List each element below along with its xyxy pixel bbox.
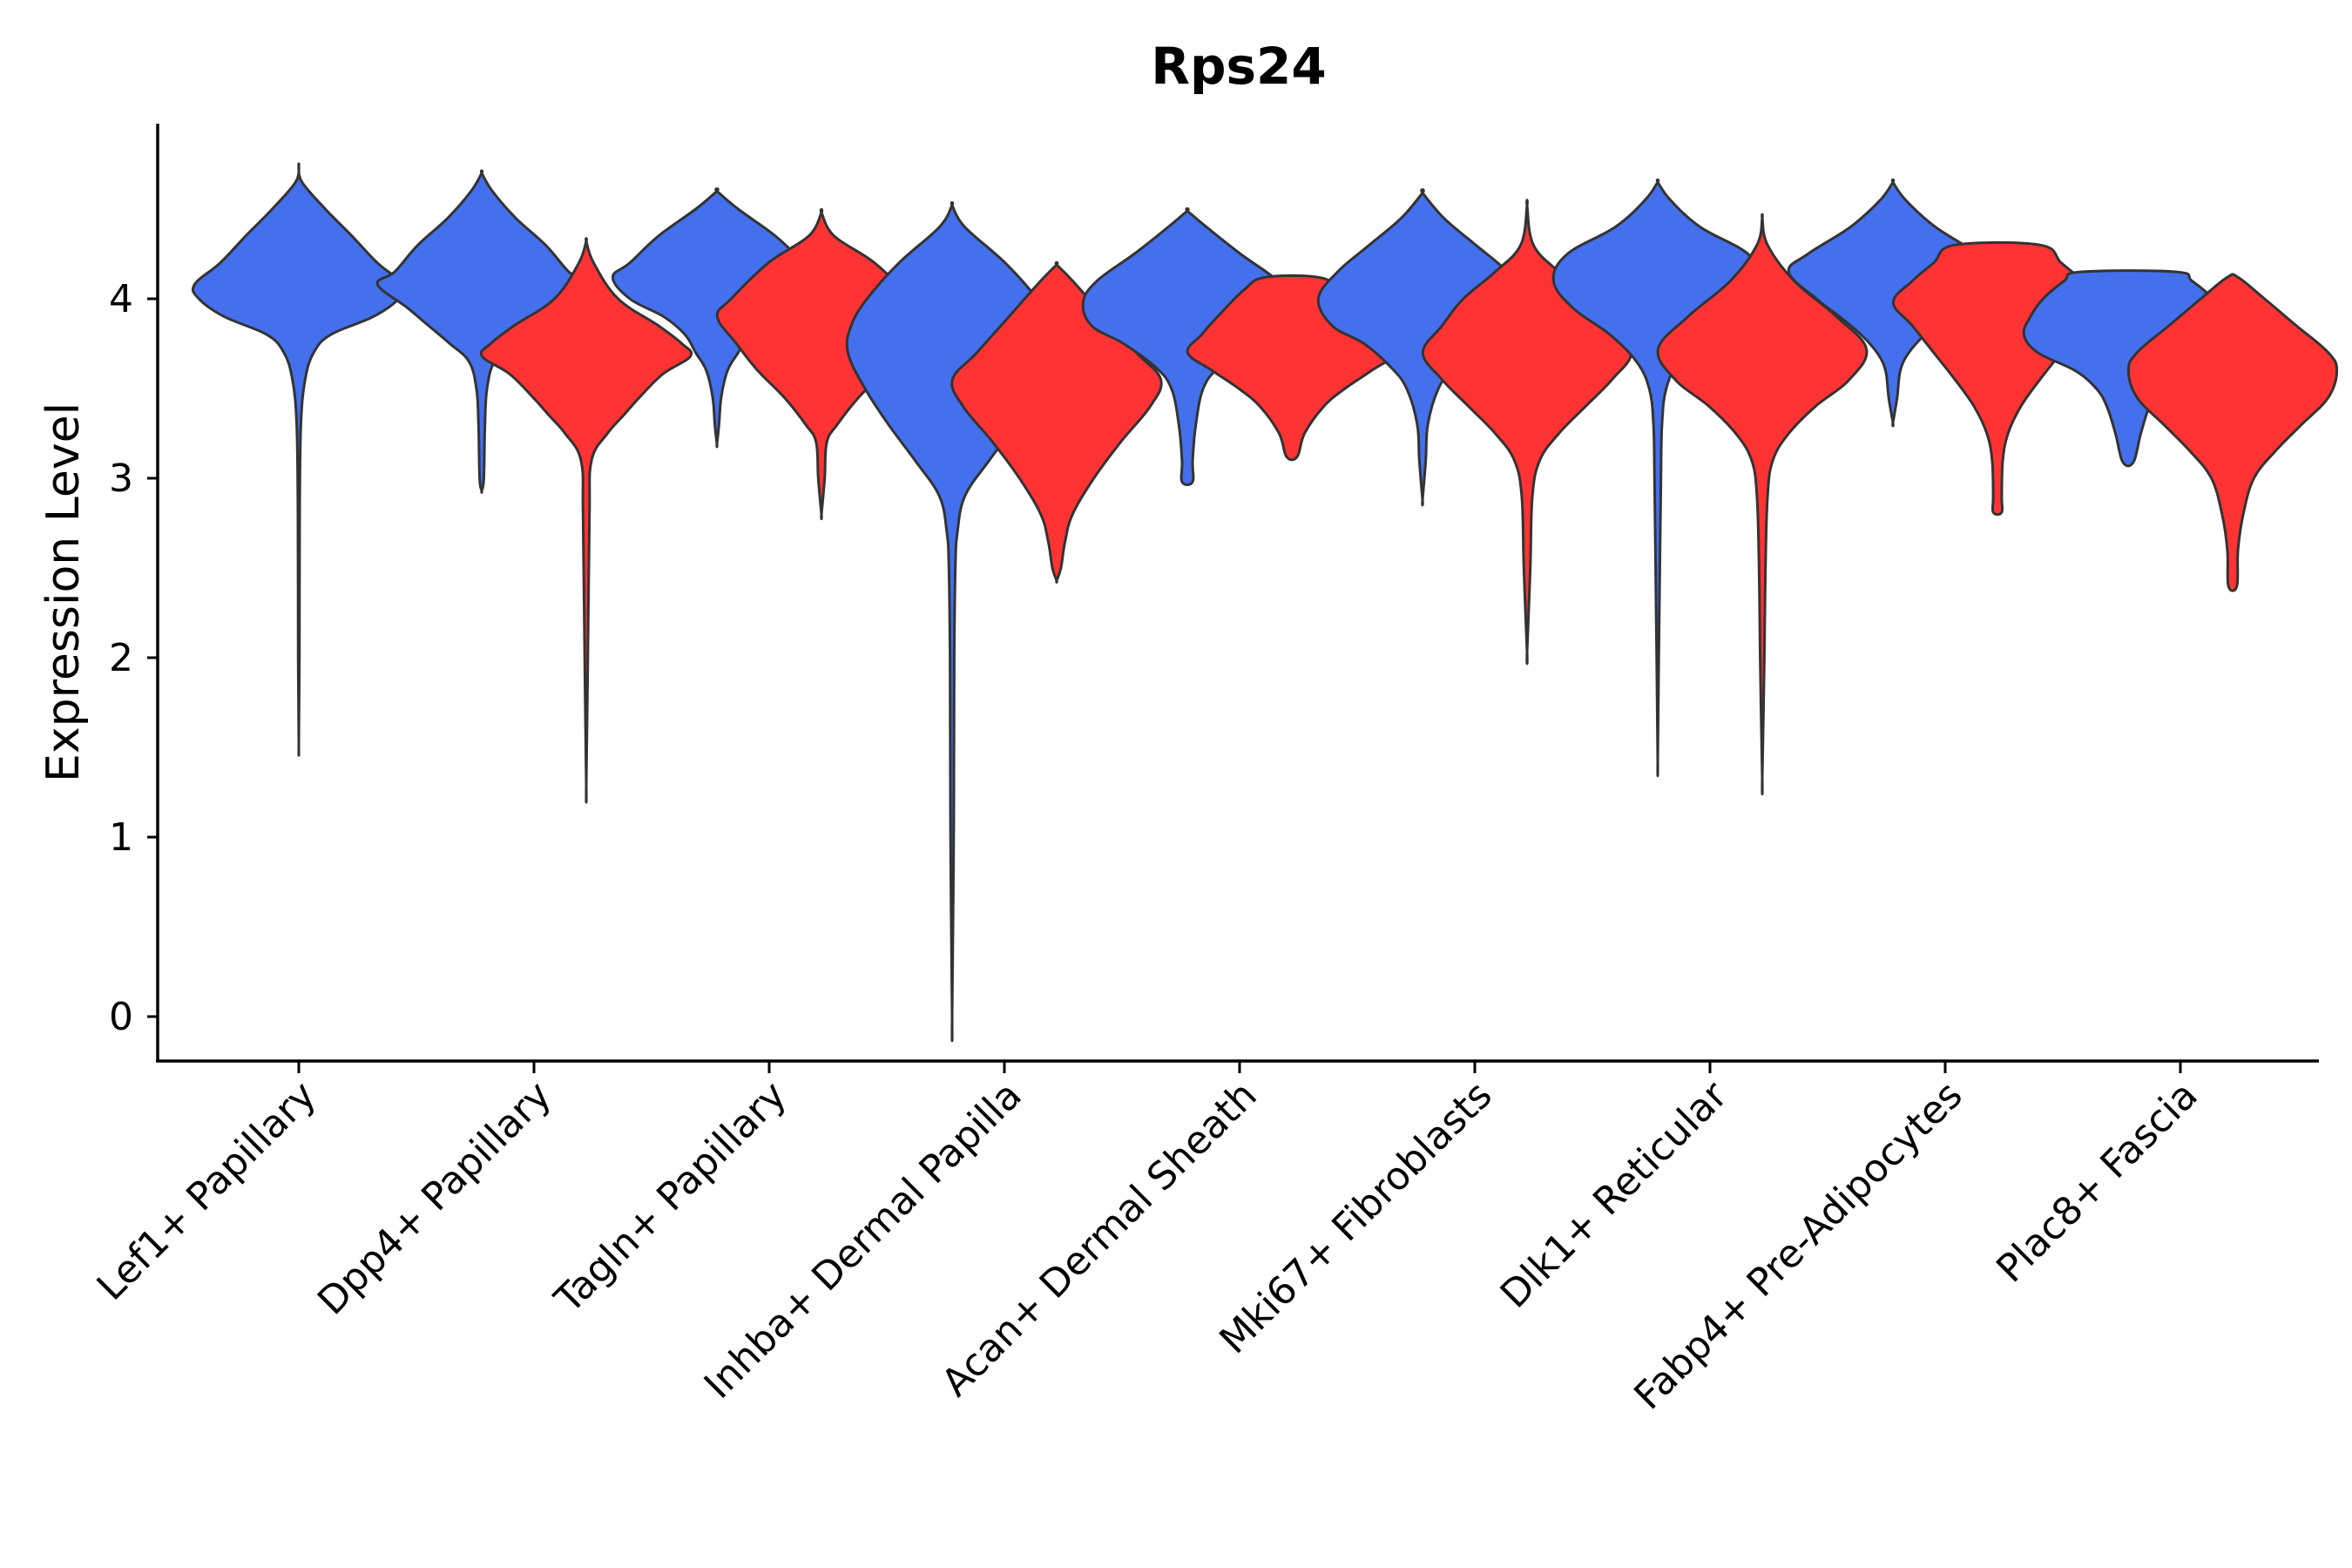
y-tick-label: 0 [109, 995, 133, 1039]
violin-blue-0 [191, 162, 407, 757]
y-axis-label: Expression Level [37, 402, 90, 782]
y-tick-label: 2 [109, 636, 133, 680]
violin-red-1 [479, 237, 693, 804]
x-tick-label: Tagln+ Papillary [546, 1073, 795, 1322]
x-tick-label: Dpp4+ Papillary [309, 1073, 560, 1324]
x-tick-label: Mki67+ Fibroblasts [1211, 1073, 1500, 1362]
chart-title: Rps24 [1151, 37, 1326, 96]
violin-red-8 [2126, 273, 2339, 592]
x-tick-label: Lef1+ Papillary [89, 1073, 325, 1309]
y-tick-label: 1 [109, 815, 133, 860]
y-tick-label: 4 [109, 277, 133, 321]
violin-plot-area [191, 162, 2339, 1042]
y-tick-label: 3 [109, 456, 133, 501]
y-axis-ticks: 0 1 2 3 4 [109, 277, 158, 1039]
violin-red-3 [950, 260, 1163, 584]
x-tick-label: Plac8+ Fascia [1988, 1073, 2207, 1292]
x-tick-label: Dlk1+ Reticular [1492, 1072, 1737, 1317]
violin-blue-6 [1551, 178, 1764, 778]
violin-red-6 [1656, 213, 1869, 796]
